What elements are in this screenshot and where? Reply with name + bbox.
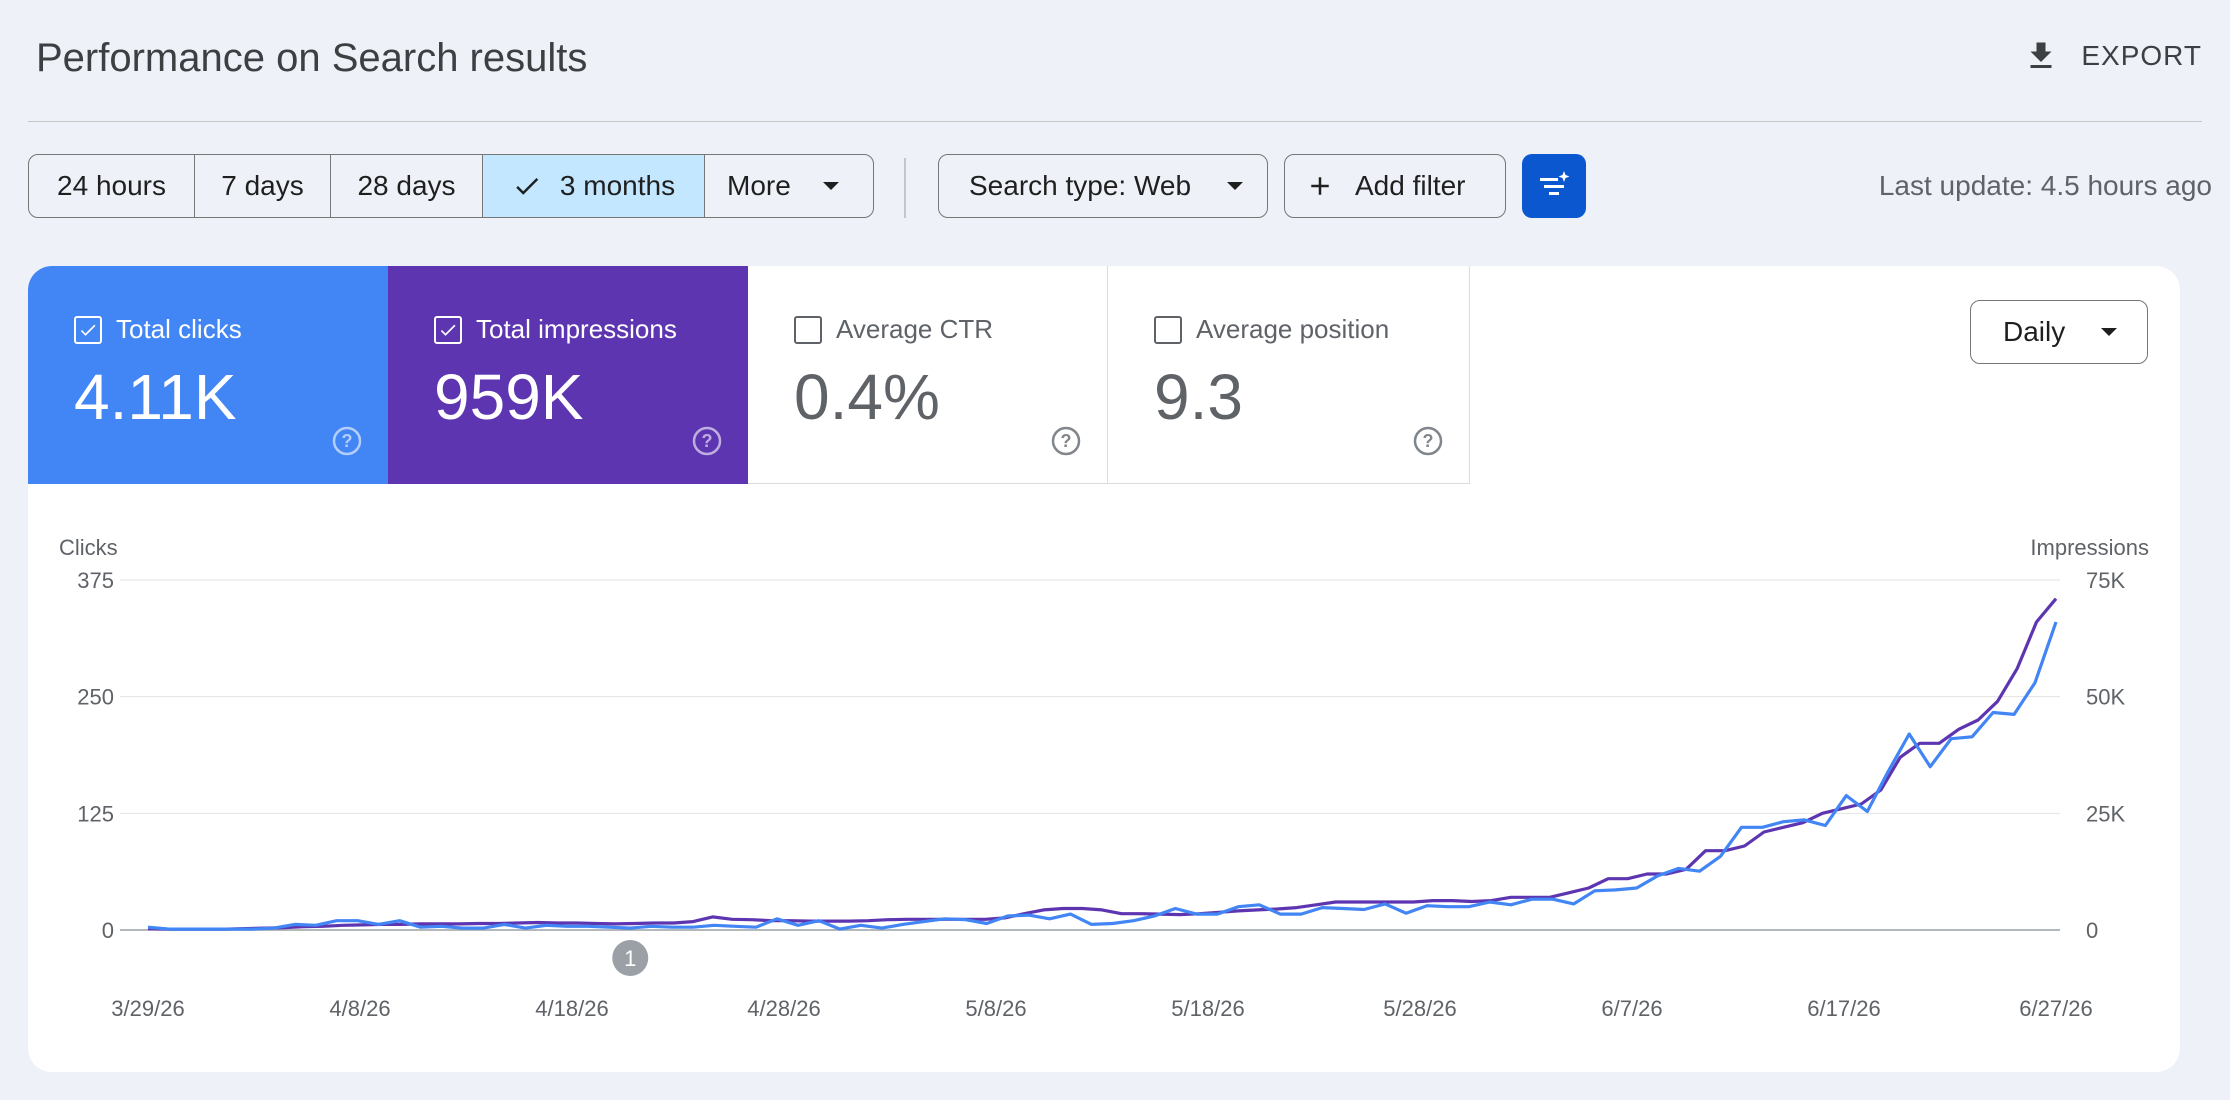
export-label: EXPORT xyxy=(2081,40,2202,71)
range-3-months-label: 3 months xyxy=(559,170,676,201)
range-7-days[interactable]: 7 days xyxy=(195,155,331,217)
page-header: Performance on Search results EXPORT xyxy=(28,0,2202,122)
checkbox-unchecked-icon[interactable] xyxy=(1154,315,1182,344)
add-filter-label: Add filter xyxy=(1355,170,1466,201)
metric-value: 4.11K xyxy=(74,361,237,433)
chart-gridlines xyxy=(120,579,2060,931)
x-axis-ticks: 3/29/26 4/8/26 4/18/26 4/28/26 5/8/26 5/18/26… xyxy=(111,996,2092,1021)
y-tick-label: 250 xyxy=(77,685,114,710)
y2-tick-label: 0 xyxy=(2086,918,2098,943)
x-tick-label: 5/18/26 xyxy=(1171,996,1244,1021)
svg-text:?: ? xyxy=(342,431,353,451)
clicks-series-line xyxy=(147,621,2058,931)
search-type-label: Search type: Web xyxy=(969,170,1192,201)
svg-text:?: ? xyxy=(1061,431,1072,451)
metric-average-ctr[interactable]: Average CTR 0.4% ? xyxy=(748,266,1108,484)
toolbar-divider xyxy=(904,158,906,218)
annotation-badge[interactable] xyxy=(612,940,649,976)
checkbox-unchecked-icon[interactable] xyxy=(794,315,822,344)
plus-icon xyxy=(1311,177,1329,195)
metric-label-row: Total clicks xyxy=(74,314,242,345)
metric-label-row: Total impressions xyxy=(434,314,677,345)
x-tick-label: 6/17/26 xyxy=(1807,996,1880,1021)
metric-value: 9.3 xyxy=(1154,361,1243,433)
range-24-hours[interactable]: 24 hours xyxy=(29,155,195,217)
granularity-dropdown[interactable]: Daily xyxy=(1970,300,2148,364)
metric-value: 0.4% xyxy=(794,361,940,433)
y2-tick-label: 75K xyxy=(2086,568,2125,593)
checkbox-checked-icon[interactable] xyxy=(434,315,462,344)
more-label: More xyxy=(727,170,791,201)
x-tick-label: 5/28/26 xyxy=(1383,996,1456,1021)
x-tick-label: 4/8/26 xyxy=(329,996,390,1021)
performance-chart[interactable]: Clicks Impressions 0 125 250 375 0 25K 50K 75K… xyxy=(28,266,2180,1072)
y-axis-label-left: Clicks xyxy=(59,535,118,560)
last-update-text: Last update: 4.5 hours ago xyxy=(1878,170,2212,201)
search-type-dropdown[interactable]: Search type: Web xyxy=(938,154,1268,218)
impressions-series-line xyxy=(147,597,2058,931)
add-filter-button[interactable]: Add filter xyxy=(1284,154,1506,218)
x-tick-label: 3/29/26 xyxy=(111,996,184,1021)
export-button[interactable]: EXPORT xyxy=(2023,38,2202,74)
y2-tick-label: 25K xyxy=(2086,801,2125,826)
annotation-label: 1 xyxy=(624,946,636,971)
chevron-down-icon xyxy=(1227,182,1243,190)
metric-average-position[interactable]: Average position 9.3 ? xyxy=(1108,266,1470,484)
metric-total-clicks[interactable]: Total clicks 4.11K ? xyxy=(28,266,388,484)
checkbox-checked-icon[interactable] xyxy=(74,315,102,344)
metric-label-row: Average CTR xyxy=(794,314,993,345)
granularity-label: Daily xyxy=(2003,316,2066,347)
filter-toolbar: 24 hours 7 days 28 days 3 months More Se… xyxy=(28,154,2212,218)
x-tick-label: 5/8/26 xyxy=(965,996,1026,1021)
chevron-down-icon xyxy=(822,182,839,190)
help-icon[interactable]: ? xyxy=(332,426,362,456)
x-tick-label: 6/7/26 xyxy=(1601,996,1662,1021)
page-title: Performance on Search results xyxy=(36,36,588,80)
y-tick-label: 125 xyxy=(77,801,114,826)
metric-label: Total impressions xyxy=(476,314,677,344)
performance-card: Total clicks 4.11K ? Total impressions 9… xyxy=(28,266,2180,1072)
metric-label-row: Average position xyxy=(1154,314,1389,345)
x-tick-label: 6/27/26 xyxy=(2019,996,2092,1021)
download-icon xyxy=(2030,42,2052,68)
help-icon[interactable]: ? xyxy=(1413,426,1443,456)
x-tick-label: 4/18/26 xyxy=(535,996,608,1021)
y-axis-ticks-left: 0 125 250 375 xyxy=(77,568,114,943)
annotation-marker[interactable]: 1 xyxy=(612,940,649,976)
help-icon[interactable]: ? xyxy=(692,426,722,456)
metric-label: Average position xyxy=(1196,314,1390,344)
x-tick-label: 4/28/26 xyxy=(747,996,820,1021)
y-tick-label: 0 xyxy=(102,918,114,943)
metric-label: Average CTR xyxy=(836,314,994,344)
check-icon xyxy=(516,178,539,195)
y2-tick-label: 50K xyxy=(2086,685,2125,710)
y-axis-ticks-right: 0 25K 50K 75K xyxy=(2086,568,2125,943)
smart-filter-button[interactable] xyxy=(1522,154,1586,218)
date-range-selector: 24 hours 7 days 28 days 3 months More xyxy=(28,154,874,218)
chevron-down-icon xyxy=(2101,328,2117,336)
chart-series xyxy=(147,597,2058,931)
sparkle-filter-icon xyxy=(1540,171,1570,195)
range-28-days[interactable]: 28 days xyxy=(331,155,483,217)
range-3-months[interactable]: 3 months xyxy=(483,155,705,217)
metric-value: 959K xyxy=(434,361,584,433)
svg-text:?: ? xyxy=(1423,431,1434,451)
help-icon[interactable]: ? xyxy=(1051,426,1081,456)
svg-text:?: ? xyxy=(702,431,713,451)
y-tick-label: 375 xyxy=(77,568,114,593)
range-more-dropdown[interactable]: More xyxy=(705,155,873,217)
metric-label: Total clicks xyxy=(116,314,242,344)
y-axis-label-right: Impressions xyxy=(2030,535,2149,560)
metric-total-impressions[interactable]: Total impressions 959K ? xyxy=(388,266,748,484)
